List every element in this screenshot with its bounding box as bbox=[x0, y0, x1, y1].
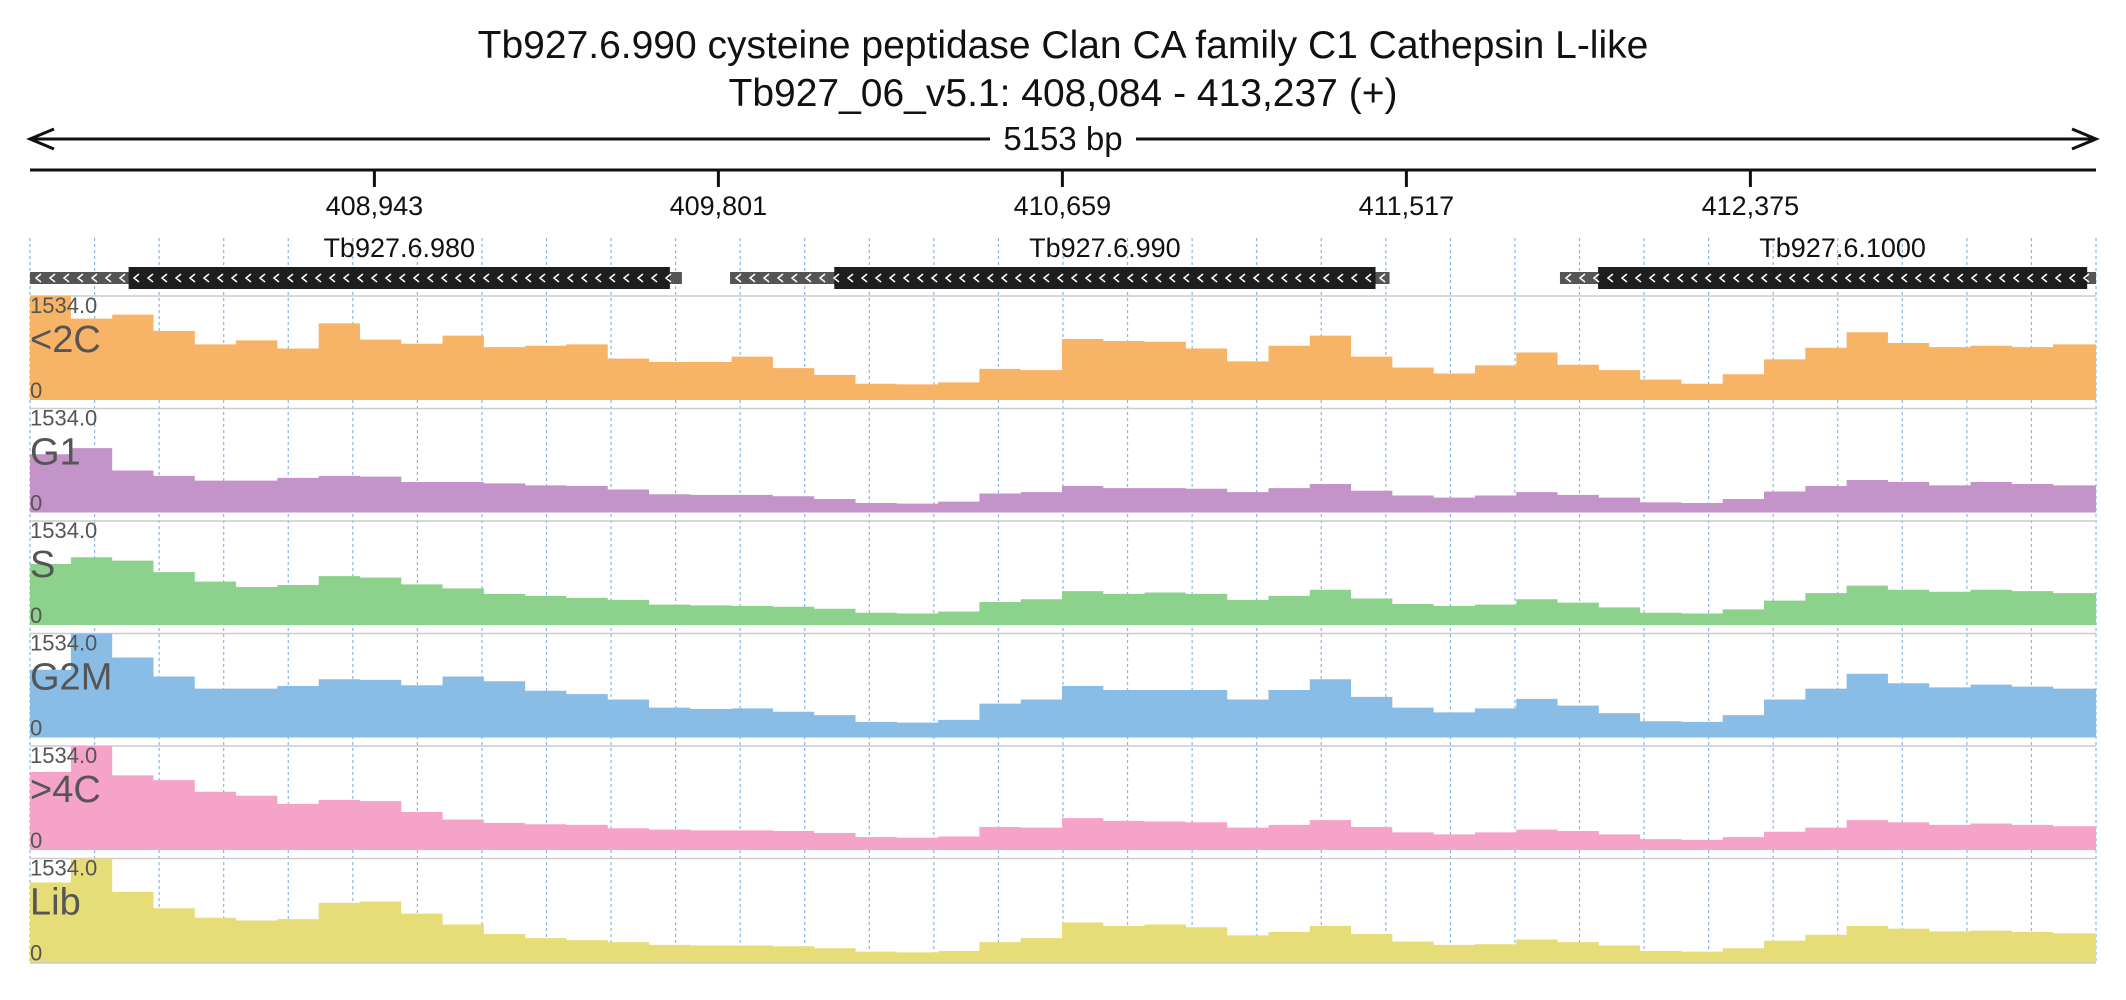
gene-label: Tb927.6.980 bbox=[323, 233, 475, 263]
ruler-tick-label: 410,659 bbox=[1014, 191, 1112, 221]
track-max-label: 1534.0 bbox=[30, 743, 97, 768]
coverage-area bbox=[30, 858, 2096, 963]
track-name-label: <2C bbox=[30, 319, 101, 361]
chart-subtitle: Tb927_06_v5.1: 408,084 - 413,237 (+) bbox=[729, 72, 1398, 115]
track-name-label: >4C bbox=[30, 769, 101, 811]
coverage-area bbox=[30, 633, 2096, 738]
ruler-tick-label: 411,517 bbox=[1359, 191, 1455, 221]
gene-cds bbox=[1598, 267, 2088, 289]
ruler-tick-label: 412,375 bbox=[1702, 191, 1800, 221]
track-S: 1534.0 0 S bbox=[30, 518, 2096, 628]
track-max-label: 1534.0 bbox=[30, 293, 97, 318]
track-name-label: G2M bbox=[30, 657, 112, 699]
track-min-label: 0 bbox=[30, 603, 42, 628]
chart-title: Tb927.6.990 cysteine peptidase Clan CA f… bbox=[478, 24, 1649, 67]
track-G2M: 1534.0 0 G2M bbox=[30, 631, 2096, 741]
gene-track: Tb927.6.980 Tb927.6.990 Tb927.6.1000 bbox=[30, 233, 2096, 289]
coverage-tracks: 1534.00<2C1534.00G11534.00S1534.00G2M153… bbox=[30, 293, 2096, 966]
coverage-area bbox=[30, 746, 2096, 850]
ruler-tick-label: 408,943 bbox=[326, 191, 424, 221]
track-max-label: 1534.0 bbox=[30, 406, 97, 431]
strand-chevrons bbox=[1564, 273, 2090, 283]
span-label: 5153 bp bbox=[1003, 120, 1122, 157]
track-min-label: 0 bbox=[30, 828, 42, 853]
track-name-label: S bbox=[30, 544, 55, 586]
track-name-label: G1 bbox=[30, 432, 81, 474]
strand-chevrons bbox=[734, 273, 1386, 283]
gene-label: Tb927.6.990 bbox=[1029, 233, 1181, 263]
track->4C: 1534.0 0 >4C bbox=[30, 743, 2096, 853]
track-Lib: 1534.0 0 Lib bbox=[30, 856, 2096, 966]
track-min-label: 0 bbox=[30, 941, 42, 966]
strand-chevrons bbox=[34, 273, 672, 283]
track-max-label: 1534.0 bbox=[30, 856, 97, 881]
scale-arrow-right bbox=[2071, 127, 2100, 151]
coverage-area bbox=[30, 296, 2096, 400]
gene-label: Tb927.6.1000 bbox=[1759, 233, 1926, 263]
track-max-label: 1534.0 bbox=[30, 631, 97, 656]
track-min-label: 0 bbox=[30, 716, 42, 741]
track-max-label: 1534.0 bbox=[30, 518, 97, 543]
track-min-label: 0 bbox=[30, 491, 42, 516]
scale-arrow-left bbox=[26, 127, 55, 151]
track-min-label: 0 bbox=[30, 378, 42, 403]
coordinate-ruler: 408,943 409,801 410,659 411,517 412,375 bbox=[30, 168, 2096, 221]
coverage-area bbox=[30, 448, 2096, 513]
coverage-area bbox=[30, 557, 2096, 625]
ruler-tick-label: 409,801 bbox=[670, 191, 768, 221]
span-scale-bar: 5153 bp bbox=[26, 120, 2100, 157]
gene-cds bbox=[834, 267, 1376, 289]
track-<2C: 1534.0 0 <2C bbox=[30, 293, 2096, 403]
track-G1: 1534.0 0 G1 bbox=[30, 406, 2096, 516]
track-name-label: Lib bbox=[30, 882, 81, 924]
